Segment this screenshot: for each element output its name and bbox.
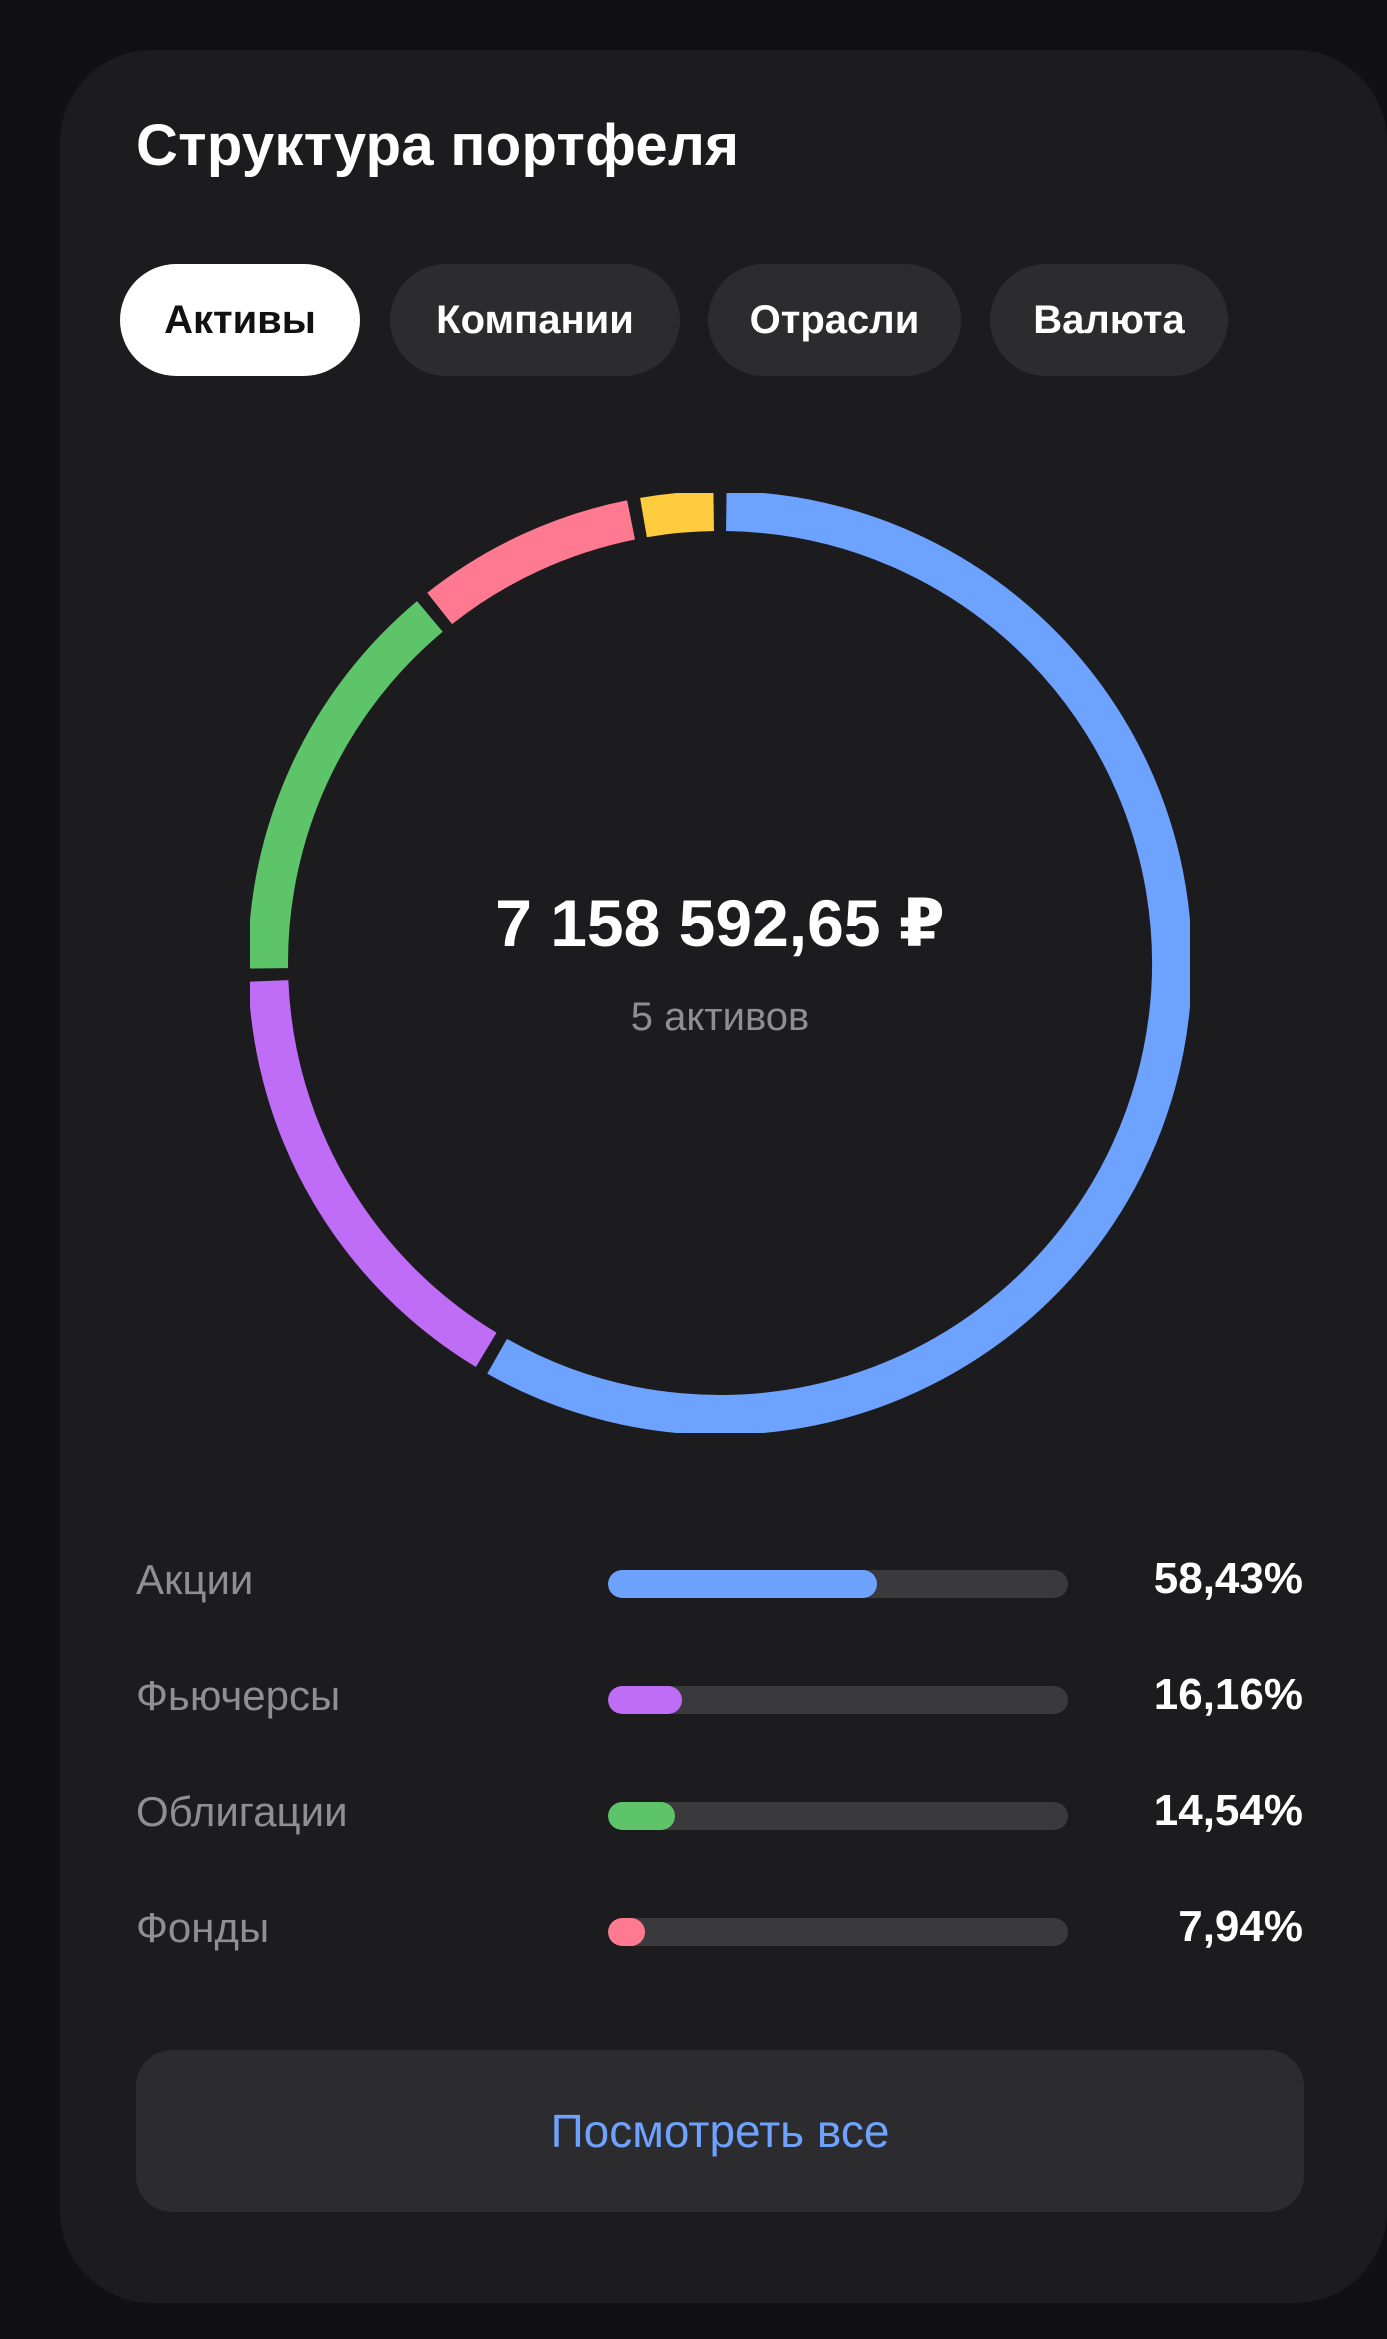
- legend-bar-track: [608, 1570, 1068, 1598]
- tab-label: Активы: [164, 297, 316, 342]
- view-all-button[interactable]: Посмотреть все: [136, 2050, 1304, 2212]
- donut-segment-bonds: [250, 601, 443, 969]
- legend-bar-fill: [608, 1686, 683, 1714]
- donut-segment-futures: [250, 980, 497, 1367]
- legend-bar-track: [608, 1802, 1068, 1830]
- legend-bar-track: [608, 1918, 1068, 1946]
- legend-percent: 7,94%: [1178, 1902, 1303, 1951]
- tab-label: Отрасли: [749, 297, 920, 342]
- tab-label: Компании: [436, 297, 634, 342]
- assets-donut-chart: [250, 493, 1190, 1433]
- legend-label: Акции: [136, 1556, 254, 1603]
- legend-bar-fill: [608, 1918, 645, 1946]
- tab-companies[interactable]: Компании: [390, 264, 680, 376]
- legend-label: Фонды: [136, 1904, 270, 1951]
- legend-row-funds: Фонды 7,94%: [0, 1890, 1387, 1970]
- legend-label: Облигации: [136, 1788, 348, 1835]
- assets-count: 5 активов: [630, 995, 810, 1039]
- legend-bar-track: [608, 1686, 1068, 1714]
- view-all-label: Посмотреть все: [550, 2105, 890, 2157]
- tab-assets[interactable]: Активы: [120, 264, 360, 376]
- legend-row-stocks: Акции 58,43%: [0, 1542, 1387, 1622]
- donut-segment-stocks: [487, 493, 1190, 1433]
- tab-industries[interactable]: Отрасли: [708, 264, 961, 376]
- legend-bar-fill: [608, 1802, 675, 1830]
- portfolio-total-value: 7 158 592,65 ₽: [495, 886, 945, 960]
- legend-bar-fill: [608, 1570, 877, 1598]
- card-title: Структура портфеля: [136, 113, 740, 178]
- legend-row-futures: Фьючерсы 16,16%: [0, 1658, 1387, 1738]
- tab-currency[interactable]: Валюта: [990, 264, 1228, 376]
- legend-percent: 14,54%: [1153, 1786, 1303, 1835]
- donut-segment-other: [640, 493, 715, 538]
- legend-row-bonds: Облигации 14,54%: [0, 1774, 1387, 1854]
- tab-label: Валюта: [1033, 297, 1185, 342]
- legend-label: Фьючерсы: [136, 1672, 341, 1719]
- legend-percent: 16,16%: [1153, 1670, 1303, 1719]
- legend-percent: 58,43%: [1153, 1554, 1303, 1603]
- donut-segment-funds: [427, 500, 636, 625]
